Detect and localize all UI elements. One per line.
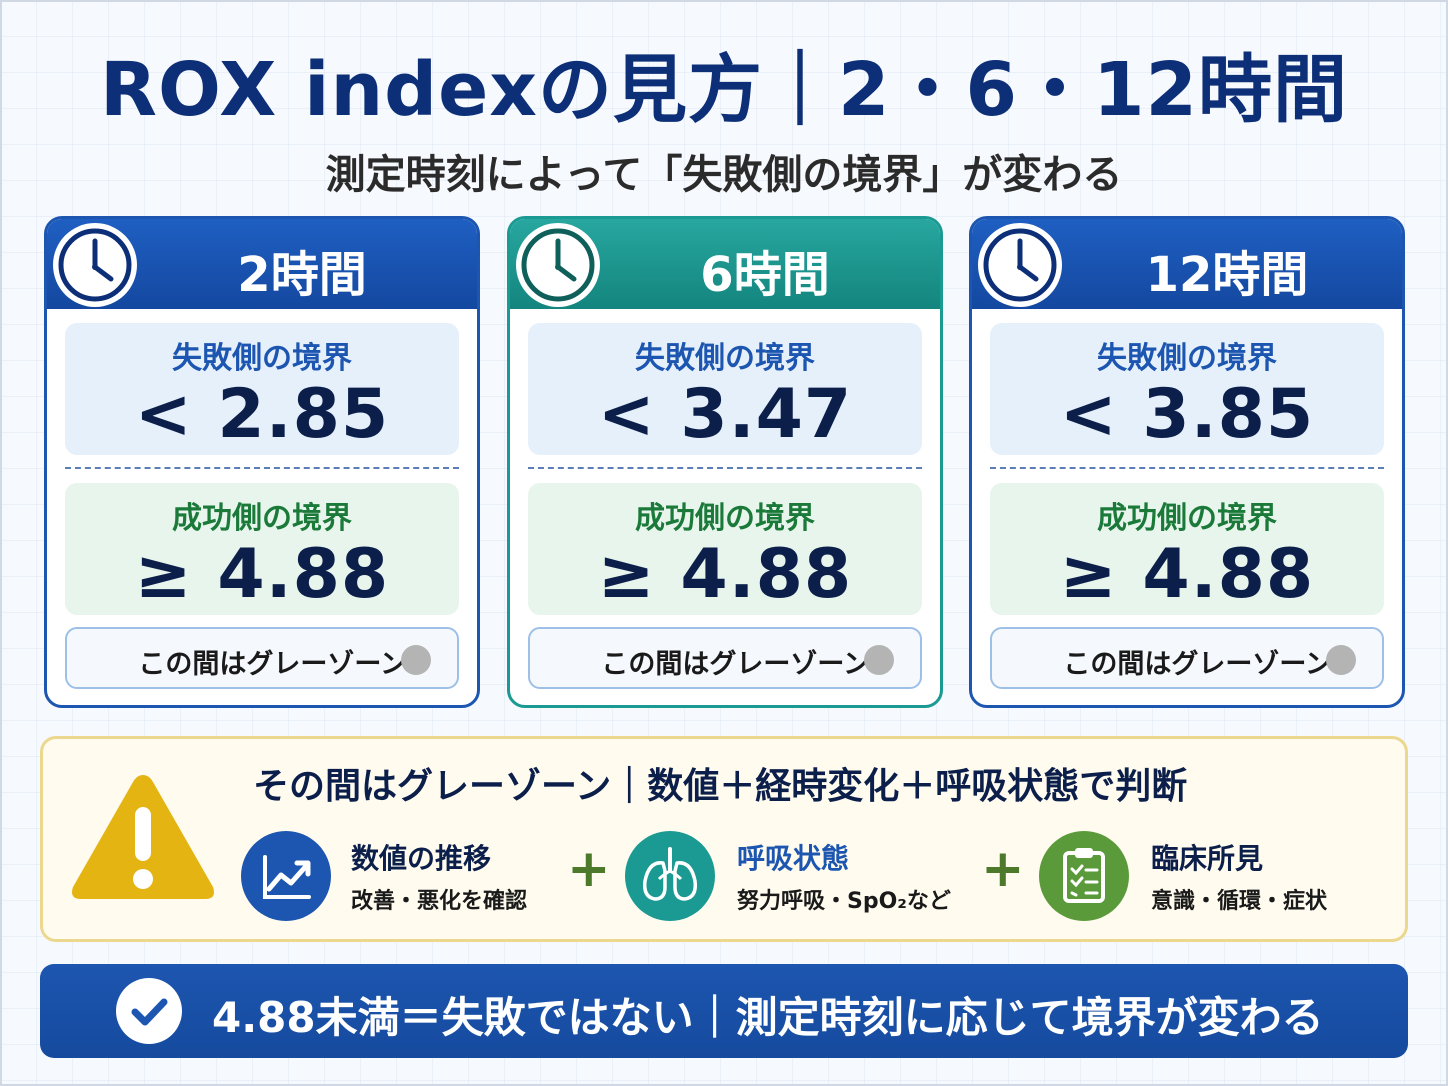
success-threshold-box: 成功側の境界 ≥ 4.88	[990, 483, 1384, 615]
fail-value: < 3.85	[1059, 375, 1315, 454]
gray-zone-text: この間はグレーゾーン	[138, 649, 407, 680]
fail-value: < 2.85	[134, 375, 390, 454]
trend-chart-icon	[241, 831, 331, 921]
card-title: 6時間	[700, 247, 830, 303]
page-title: ROX indexの見方｜2・6・12時間	[100, 47, 1348, 133]
factor-title: 呼吸状態	[737, 842, 850, 875]
success-label: 成功側の境界	[172, 501, 352, 536]
panel-heading: その間はグレーゾーン｜数値＋経時変化＋呼吸状態で判断	[253, 766, 1188, 807]
factor-subtitle: 意識・循環・症状	[1151, 889, 1328, 914]
card-header: 12時間	[972, 219, 1402, 309]
gray-dot-icon	[1326, 645, 1356, 675]
gray-zone-text: この間はグレーゾーン	[601, 649, 870, 680]
success-value: ≥ 4.88	[1059, 535, 1315, 614]
success-threshold-box: 成功側の境界 ≥ 4.88	[65, 483, 459, 615]
success-threshold-box: 成功側の境界 ≥ 4.88	[528, 483, 922, 615]
factor-subtitle: 努力呼吸・SpO₂など	[737, 889, 951, 914]
factor-subtitle: 改善・悪化を確認	[351, 889, 528, 914]
card-header: 2時間	[47, 219, 477, 309]
success-label: 成功側の境界	[635, 501, 815, 536]
fail-label: 失敗側の境界	[1097, 341, 1277, 376]
success-value: ≥ 4.88	[597, 535, 853, 614]
gray-zone-text: この間はグレーゾーン	[1063, 649, 1332, 680]
fail-value: < 3.47	[597, 375, 853, 454]
banner-text: 4.88未満＝失敗ではない｜測定時刻に応じて境界が変わる	[212, 993, 1324, 1042]
gray-dot-icon	[401, 645, 431, 675]
fail-threshold-box: 失敗側の境界 < 3.85	[990, 323, 1384, 455]
card-12h: 12時間 失敗側の境界 < 3.85 成功側の境界 ≥ 4.88 この間はグレー…	[969, 216, 1405, 708]
checkmark-icon	[116, 978, 182, 1044]
gray-zone-pill: この間はグレーゾーン	[990, 627, 1384, 689]
success-value: ≥ 4.88	[134, 535, 390, 614]
clipboard-icon	[1039, 831, 1129, 921]
divider	[528, 467, 922, 469]
success-label: 成功側の境界	[1097, 501, 1277, 536]
gray-dot-icon	[864, 645, 894, 675]
clock-icon	[53, 223, 137, 307]
clock-icon	[978, 223, 1062, 307]
plus-icon: +	[981, 839, 1025, 899]
warning-icon	[72, 775, 214, 899]
gray-zone-pill: この間はグレーゾーン	[528, 627, 922, 689]
divider	[65, 467, 459, 469]
divider	[990, 467, 1384, 469]
clock-icon	[516, 223, 600, 307]
factor-title: 臨床所見	[1151, 842, 1264, 875]
page-subtitle: 測定時刻によって「失敗側の境界」が変わる	[325, 152, 1123, 198]
card-6h: 6時間 失敗側の境界 < 3.47 成功側の境界 ≥ 4.88 この間はグレーゾ…	[507, 216, 943, 708]
gray-zone-pill: この間はグレーゾーン	[65, 627, 459, 689]
fail-threshold-box: 失敗側の境界 < 2.85	[65, 323, 459, 455]
conclusion-banner: 4.88未満＝失敗ではない｜測定時刻に応じて境界が変わる	[40, 964, 1408, 1058]
fail-label: 失敗側の境界	[172, 341, 352, 376]
card-title: 2時間	[237, 247, 367, 303]
factor-title: 数値の推移	[351, 842, 492, 875]
card-header: 6時間	[510, 219, 940, 309]
fail-label: 失敗側の境界	[635, 341, 815, 376]
lungs-icon	[625, 831, 715, 921]
plus-icon: +	[567, 839, 611, 899]
fail-threshold-box: 失敗側の境界 < 3.47	[528, 323, 922, 455]
card-2h: 2時間 失敗側の境界 < 2.85 成功側の境界 ≥ 4.88 この間はグレーゾ…	[44, 216, 480, 708]
gray-zone-panel: その間はグレーゾーン｜数値＋経時変化＋呼吸状態で判断 数値の推移 改善・悪化を確…	[40, 736, 1408, 942]
card-title: 12時間	[1145, 247, 1309, 303]
